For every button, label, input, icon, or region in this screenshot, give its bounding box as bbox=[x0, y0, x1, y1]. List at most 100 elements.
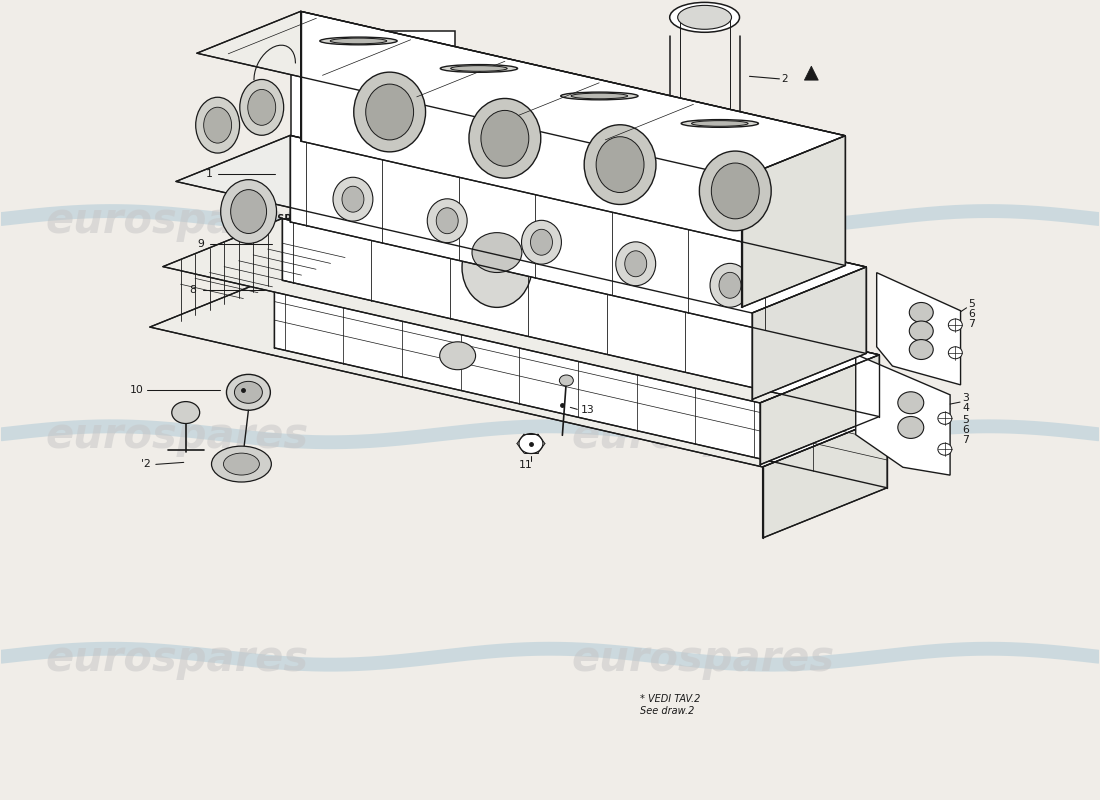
Bar bbox=[320, 77, 344, 121]
Text: 9: 9 bbox=[197, 239, 205, 250]
Bar bbox=[403, 77, 426, 121]
Ellipse shape bbox=[227, 374, 271, 410]
Polygon shape bbox=[752, 267, 866, 399]
Ellipse shape bbox=[670, 130, 739, 160]
Ellipse shape bbox=[898, 417, 924, 438]
Polygon shape bbox=[197, 11, 845, 178]
Text: 6: 6 bbox=[962, 425, 969, 435]
Ellipse shape bbox=[330, 38, 387, 44]
Polygon shape bbox=[283, 218, 879, 417]
Text: eurospares: eurospares bbox=[572, 200, 835, 242]
Polygon shape bbox=[150, 277, 887, 467]
Polygon shape bbox=[300, 11, 845, 266]
Ellipse shape bbox=[342, 186, 364, 212]
Text: 6: 6 bbox=[968, 309, 976, 319]
Text: '2: '2 bbox=[141, 459, 151, 470]
Ellipse shape bbox=[223, 453, 260, 475]
Ellipse shape bbox=[678, 6, 732, 30]
Polygon shape bbox=[163, 218, 879, 403]
Ellipse shape bbox=[333, 178, 373, 221]
Ellipse shape bbox=[240, 79, 284, 135]
Ellipse shape bbox=[938, 443, 952, 455]
Polygon shape bbox=[741, 136, 845, 307]
Ellipse shape bbox=[481, 110, 529, 166]
Text: 7: 7 bbox=[962, 435, 969, 445]
Ellipse shape bbox=[948, 346, 962, 358]
Ellipse shape bbox=[616, 242, 656, 286]
Text: eurospares: eurospares bbox=[45, 200, 308, 242]
Polygon shape bbox=[176, 135, 866, 313]
Text: B: B bbox=[410, 127, 418, 140]
Ellipse shape bbox=[898, 392, 924, 414]
Ellipse shape bbox=[530, 230, 552, 255]
Ellipse shape bbox=[712, 163, 759, 219]
Bar bbox=[290, 31, 455, 156]
Text: eurospares: eurospares bbox=[45, 638, 308, 680]
Ellipse shape bbox=[670, 2, 739, 32]
Ellipse shape bbox=[211, 446, 272, 482]
Polygon shape bbox=[856, 354, 950, 475]
Polygon shape bbox=[366, 190, 379, 206]
Text: 8: 8 bbox=[189, 286, 197, 295]
Text: 7: 7 bbox=[968, 318, 976, 329]
Text: A: A bbox=[328, 127, 337, 140]
Ellipse shape bbox=[560, 375, 573, 386]
Text: 2: 2 bbox=[781, 74, 788, 84]
Ellipse shape bbox=[710, 263, 750, 307]
Ellipse shape bbox=[248, 90, 276, 126]
Text: 3: 3 bbox=[962, 393, 969, 403]
Text: 5: 5 bbox=[968, 299, 976, 309]
Ellipse shape bbox=[910, 302, 933, 322]
Ellipse shape bbox=[596, 137, 644, 193]
Bar bbox=[399, 49, 429, 58]
Ellipse shape bbox=[320, 37, 397, 45]
Text: eurospares: eurospares bbox=[572, 638, 835, 680]
Polygon shape bbox=[760, 355, 879, 465]
Text: To be specified when ordering: To be specified when ordering bbox=[255, 234, 385, 242]
Ellipse shape bbox=[451, 66, 507, 71]
Text: 4: 4 bbox=[962, 403, 969, 413]
Ellipse shape bbox=[365, 84, 414, 140]
Ellipse shape bbox=[519, 434, 543, 454]
Text: 11: 11 bbox=[519, 461, 532, 470]
Ellipse shape bbox=[462, 228, 531, 307]
Polygon shape bbox=[290, 135, 866, 354]
Ellipse shape bbox=[584, 125, 656, 205]
Text: 1: 1 bbox=[206, 169, 212, 178]
Ellipse shape bbox=[437, 208, 459, 234]
Text: eurospares: eurospares bbox=[572, 415, 835, 457]
Ellipse shape bbox=[204, 107, 232, 143]
Ellipse shape bbox=[234, 382, 263, 403]
Polygon shape bbox=[877, 273, 960, 385]
Text: 13: 13 bbox=[581, 406, 594, 415]
Text: 5: 5 bbox=[962, 415, 969, 425]
Ellipse shape bbox=[910, 339, 933, 359]
Ellipse shape bbox=[521, 220, 561, 264]
Polygon shape bbox=[762, 417, 887, 538]
Ellipse shape bbox=[231, 190, 266, 234]
Ellipse shape bbox=[692, 121, 748, 126]
Ellipse shape bbox=[440, 342, 475, 370]
Ellipse shape bbox=[719, 272, 741, 298]
Ellipse shape bbox=[561, 92, 638, 100]
Ellipse shape bbox=[700, 151, 771, 230]
Ellipse shape bbox=[910, 321, 933, 341]
Text: * VEDI TAV.2
See draw.2: * VEDI TAV.2 See draw.2 bbox=[640, 694, 700, 715]
Ellipse shape bbox=[571, 93, 628, 98]
Bar bbox=[317, 49, 346, 58]
Ellipse shape bbox=[625, 251, 647, 277]
Ellipse shape bbox=[948, 319, 962, 331]
Ellipse shape bbox=[221, 180, 276, 243]
Ellipse shape bbox=[172, 402, 200, 423]
Text: 10: 10 bbox=[130, 386, 144, 395]
Ellipse shape bbox=[354, 72, 426, 152]
Ellipse shape bbox=[469, 98, 541, 178]
Text: eurospares: eurospares bbox=[45, 415, 308, 457]
Ellipse shape bbox=[196, 98, 240, 153]
Ellipse shape bbox=[427, 199, 468, 242]
Ellipse shape bbox=[472, 233, 521, 273]
Ellipse shape bbox=[681, 120, 759, 127]
Ellipse shape bbox=[440, 65, 518, 72]
Polygon shape bbox=[274, 277, 887, 488]
Text: ▲ = DA SPECIFICARE ALL'ORDINE: ▲ = DA SPECIFICARE ALL'ORDINE bbox=[235, 214, 416, 224]
